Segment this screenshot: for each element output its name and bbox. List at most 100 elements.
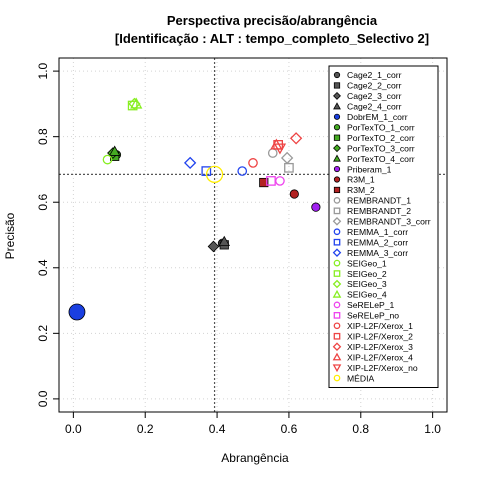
legend-entry-label: PorTexTO_4_corr xyxy=(347,154,415,164)
legend-marker xyxy=(333,134,341,141)
legend-entry-label: Cage2_2_corr xyxy=(347,81,402,91)
legend-entry-label: PorTexTO_3_corr xyxy=(347,143,415,153)
legend-entry-label: REMBRANDT_1 xyxy=(347,196,411,206)
legend-marker xyxy=(333,238,341,246)
legend-entry-label: REMMA_3_corr xyxy=(347,248,408,258)
legend-marker xyxy=(333,374,341,382)
legend-marker xyxy=(333,113,341,120)
legend-entry-label: XIP-L2F/Xerox_3 xyxy=(347,342,413,352)
data-point-4 xyxy=(218,235,230,246)
legend-entry-label: Cage2_3_corr xyxy=(347,91,402,101)
legend-entry-label: XIP-L2F/Xerox_1 xyxy=(347,321,413,331)
legend-marker xyxy=(332,342,342,351)
legend-marker xyxy=(333,71,341,79)
y-tick-label: 0.0 xyxy=(36,390,50,407)
x-axis-label: Abrangência xyxy=(221,451,289,465)
data-points xyxy=(68,97,321,321)
data-point-16 xyxy=(237,166,248,176)
legend: Cage2_1_corrCage2_2_corrCage2_3_corrCage… xyxy=(328,65,439,388)
data-point-10 xyxy=(311,202,321,212)
data-point-24 xyxy=(266,176,276,186)
legend-entry-label: R3M_1 xyxy=(347,175,375,185)
y-axis-label: Precisão xyxy=(3,212,17,259)
chart-title: Perspectiva precisão/abrangência xyxy=(167,13,378,28)
data-point-13 xyxy=(267,148,278,158)
data-point-23 xyxy=(275,176,285,186)
legend-entry-label: Cage2_4_corr xyxy=(347,102,402,112)
legend-marker xyxy=(333,332,341,340)
legend-marker xyxy=(333,259,341,267)
y-tick-label: 0.4 xyxy=(36,259,50,276)
legend-entry-label: REMBRANDT_2 xyxy=(347,206,411,216)
legend-entry-label: XIP-L2F/Xerox_4 xyxy=(347,352,413,362)
legend-marker xyxy=(333,228,341,236)
y-tick-label: 0.2 xyxy=(36,325,50,342)
legend-entry-label: SEIGeo_4 xyxy=(347,290,387,300)
legend-entry-label: SEIGeo_2 xyxy=(347,269,387,279)
reference-lines xyxy=(59,58,447,412)
x-axis: 0.0 0.2 0.4 0.6 0.8 1.0 xyxy=(65,411,441,436)
x-tick-label: 0.6 xyxy=(281,422,298,436)
y-tick-label: 1.0 xyxy=(36,62,50,79)
x-tick-label: 0.0 xyxy=(65,422,82,436)
legend-marker xyxy=(333,270,341,277)
data-point-3 xyxy=(207,240,220,253)
legend-marker xyxy=(332,352,342,361)
legend-entry-label: SeRELeP_no xyxy=(347,311,399,321)
legend-marker xyxy=(332,364,342,373)
legend-entry-label: PorTexTO_2_corr xyxy=(347,133,415,143)
legend-entry-label: SeRELeP_1 xyxy=(347,300,395,310)
legend-marker xyxy=(333,82,341,89)
legend-entry-label: SEIGeo_3 xyxy=(347,279,387,289)
x-tick-label: 0.4 xyxy=(209,422,226,436)
legend-marker xyxy=(333,165,341,173)
data-point-22 xyxy=(130,97,143,109)
data-point-30 xyxy=(205,165,224,184)
legend-entry-label: Priberam_1 xyxy=(347,164,392,174)
legend-entry-label: SEIGeo_1 xyxy=(347,258,387,268)
data-point-14 xyxy=(284,162,294,173)
legend-marker xyxy=(333,301,341,309)
legend-entry-label: Cage2_1_corr xyxy=(347,70,402,80)
legend-marker xyxy=(333,176,341,183)
legend-entry-label: REMMA_1_corr xyxy=(347,227,408,237)
legend-entry-label: XIP-L2F/Xerox_no xyxy=(347,363,418,373)
legend-marker xyxy=(333,91,341,100)
legend-marker xyxy=(333,197,341,204)
legend-marker xyxy=(332,279,342,289)
data-point-15 xyxy=(280,151,294,165)
x-tick-label: 0.8 xyxy=(352,422,369,436)
legend-marker xyxy=(332,248,342,257)
legend-entry-label: MÉDIA xyxy=(347,373,374,383)
y-tick-label: 0.6 xyxy=(36,194,50,211)
data-point-9 xyxy=(108,145,121,156)
data-point-18 xyxy=(183,156,197,170)
legend-entry-label: R3M_2 xyxy=(347,185,375,195)
legend-marker xyxy=(333,207,341,215)
legend-entry-label: REMMA_2_corr xyxy=(347,237,408,247)
y-axis: 0.0 0.2 0.4 0.6 0.8 1.0 xyxy=(36,62,60,407)
data-point-19 xyxy=(102,154,113,165)
legend-marker xyxy=(333,186,341,194)
legend-marker xyxy=(333,144,341,153)
chart-subtitle: [Identificação : ALT : tempo_completo_Se… xyxy=(115,31,429,46)
legend-marker xyxy=(333,154,341,162)
legend-marker xyxy=(332,217,342,226)
legend-entry-label: REMBRANDT_3_corr xyxy=(347,217,431,227)
legend-marker xyxy=(333,102,341,110)
legend-entry-label: PorTexTO_1_corr xyxy=(347,122,415,132)
legend-frame xyxy=(328,65,439,388)
legend-entry-label: DobrEM_1_corr xyxy=(347,112,408,122)
data-point-25 xyxy=(248,158,258,168)
legend-marker xyxy=(332,289,342,298)
data-point-12 xyxy=(259,177,269,188)
x-tick-label: 0.2 xyxy=(137,422,154,436)
x-tick-label: 1.0 xyxy=(424,422,441,436)
data-point-27 xyxy=(289,132,303,145)
y-tick-label: 0.8 xyxy=(36,128,50,145)
legend-marker xyxy=(333,322,341,330)
data-point-5 xyxy=(68,303,86,321)
legend-marker xyxy=(333,124,341,131)
data-point-29 xyxy=(273,143,287,155)
